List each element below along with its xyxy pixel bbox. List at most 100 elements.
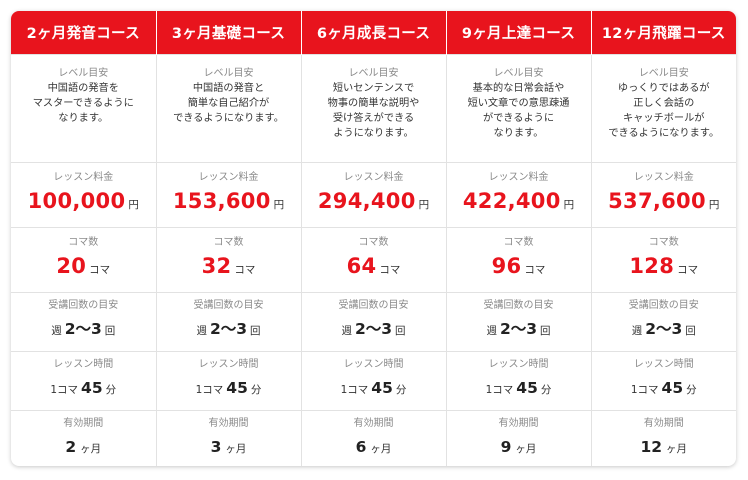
week-unit: 週: [196, 325, 207, 337]
frequency-value: 週 2〜3 回: [302, 315, 446, 345]
fee-label: レッスン料金: [343, 172, 404, 183]
validity-cell: 有効期間 2 ヶ月: [11, 410, 157, 466]
yen-unit: 円: [563, 199, 575, 211]
koma-cell: コマ数 64 コマ: [301, 227, 447, 293]
koma-unit: コマ: [524, 264, 546, 276]
level-description: ゆっくりではあるが 正しく会話の キャッチボールが できるようになります。: [608, 83, 720, 139]
koma-count: 32: [201, 254, 232, 278]
one-koma-unit: 1コマ: [340, 384, 369, 396]
koma-label: コマ数: [648, 237, 679, 248]
course-header-row: 2ヶ月発音コース 3ヶ月基礎コース 6ヶ月成長コース 9ヶ月上達コース 12ヶ月…: [11, 11, 736, 55]
validity-row: 有効期間 2 ヶ月 有効期間 3 ヶ月 有効期間 6 ヶ月 有効期間 9 ヶ月 有効期間: [11, 410, 737, 466]
validity-months: 6: [355, 438, 367, 456]
koma-count: 128: [629, 254, 675, 278]
lesson-time-cell: レッスン時間 1コマ 45 分: [11, 351, 157, 411]
lesson-minutes: 45: [516, 379, 538, 397]
koma-cell: コマ数 32 コマ: [156, 227, 302, 293]
koma-value: 96 コマ: [447, 252, 591, 284]
one-koma-unit: 1コマ: [50, 384, 79, 396]
course-header-2month: 2ヶ月発音コース: [11, 11, 157, 55]
yen-unit: 円: [273, 199, 285, 211]
fee-row: レッスン料金 100,000 円 レッスン料金 153,600 円 レッスン料金 2…: [11, 162, 737, 228]
fee-label: レッスン料金: [53, 172, 114, 183]
yen-unit: 円: [708, 199, 720, 211]
koma-value: 64 コマ: [302, 252, 446, 284]
frequency-row: 受講回数の目安 週 2〜3 回 受講回数の目安 週 2〜3 回 受講回数の目安 週 2〜3…: [11, 292, 736, 352]
fee-amount: 100,000: [27, 189, 126, 213]
koma-row: コマ数 20 コマ コマ数 32 コマ コマ数 64 コマ コマ数 96 コマ コマ数: [11, 227, 736, 293]
one-koma-unit: 1コマ: [485, 384, 514, 396]
frequency-cell: 受講回数の目安 週 2〜3 回: [591, 292, 736, 352]
fee-amount: 422,400: [462, 189, 561, 213]
lesson-time-cell: レッスン時間 1コマ 45 分: [591, 351, 736, 411]
months-unit: ヶ月: [370, 443, 392, 455]
level-row: レベル目安 中国語の発音を マスターできるように なります。 レベル目安 中国語…: [11, 54, 736, 163]
level-description: 短いセンテンスで 物事の簡単な説明や 受け答えができる ようになります。: [327, 83, 420, 139]
lesson-minutes: 45: [661, 379, 684, 397]
frequency-label: 受講回数の目安: [628, 300, 699, 311]
months-unit: ヶ月: [666, 443, 688, 455]
week-unit: 週: [631, 325, 643, 337]
frequency-min: 2: [209, 320, 221, 338]
frequency-min: 2: [64, 320, 76, 338]
week-unit: 週: [486, 325, 497, 337]
course-comparison-table-card: 2ヶ月発音コース 3ヶ月基礎コース 6ヶ月成長コース 9ヶ月上達コース 12ヶ月…: [11, 11, 736, 466]
validity-label: 有効期間: [498, 418, 539, 429]
fee-value: 537,600 円: [592, 187, 737, 219]
frequency-cell: 受講回数の目安 週 2〜3 回: [446, 292, 592, 352]
validity-cell: 有効期間 9 ヶ月: [446, 410, 592, 466]
lesson-time-label: レッスン時間: [633, 359, 694, 370]
koma-unit: コマ: [89, 264, 111, 276]
frequency-cell: 受講回数の目安 週 2〜3 回: [11, 292, 157, 352]
level-label: レベル目安: [493, 68, 544, 79]
validity-value: 12 ヶ月: [592, 433, 737, 463]
level-cell: レベル目安 中国語の発音と 簡単な自己紹介が できるようになります。: [156, 54, 302, 163]
koma-count: 20: [56, 254, 87, 278]
level-label: レベル目安: [348, 68, 399, 79]
lesson-time-label: レッスン時間: [53, 359, 114, 370]
fee-cell: レッスン料金 100,000 円: [11, 162, 157, 228]
course-header-3month: 3ヶ月基礎コース: [156, 11, 302, 55]
level-label: レベル目安: [638, 68, 689, 79]
koma-count: 96: [491, 254, 522, 278]
level-description: 基本的な日常会話や 短い文章での意思疎通 ができるように なります。: [467, 83, 570, 139]
validity-value: 6 ヶ月: [302, 433, 446, 463]
level-cell: レベル目安 ゆっくりではあるが 正しく会話の キャッチボールが できるようになり…: [591, 54, 736, 163]
level-label: レベル目安: [58, 68, 109, 79]
lesson-minutes: 45: [226, 379, 248, 397]
frequency-max: 3: [526, 320, 538, 338]
week-unit: 週: [51, 325, 62, 337]
fee-label: レッスン料金: [633, 172, 694, 183]
frequency-range: 2〜3: [65, 320, 102, 338]
lesson-time-label: レッスン時間: [343, 359, 404, 370]
koma-cell: コマ数 128 コマ: [591, 227, 736, 293]
validity-label: 有効期間: [353, 418, 394, 429]
level-cell: レベル目安 中国語の発音を マスターできるように なります。: [11, 54, 157, 163]
validity-months: 2: [65, 438, 77, 456]
frequency-min: 2: [354, 320, 366, 338]
fee-cell: レッスン料金 422,400 円: [446, 162, 592, 228]
fee-amount: 153,600: [172, 189, 271, 213]
koma-cell: コマ数 96 コマ: [446, 227, 592, 293]
one-koma-unit: 1コマ: [195, 384, 224, 396]
frequency-range: 2〜3: [355, 320, 392, 338]
range-tilde: 〜: [655, 320, 672, 338]
times-unit: 回: [104, 325, 116, 337]
level-description: 中国語の発音と 簡単な自己紹介が できるようになります。: [173, 83, 284, 124]
koma-label: コマ数: [213, 237, 244, 248]
frequency-min: 2: [645, 320, 656, 338]
course-header-9month: 9ヶ月上達コース: [446, 11, 592, 55]
months-unit: ヶ月: [80, 443, 102, 455]
lesson-minutes: 45: [81, 379, 103, 397]
fee-value: 294,400 円: [302, 187, 446, 219]
course-header-12month: 12ヶ月飛躍コース: [591, 11, 736, 55]
frequency-value: 週 2〜3 回: [11, 315, 156, 345]
range-tilde: 〜: [220, 320, 237, 338]
koma-label: コマ数: [68, 237, 99, 248]
times-unit: 回: [540, 325, 551, 337]
validity-value: 9 ヶ月: [447, 433, 591, 463]
frequency-value: 週 2〜3 回: [157, 315, 301, 345]
frequency-min: 2: [499, 320, 511, 338]
validity-label: 有効期間: [63, 418, 104, 429]
validity-label: 有効期間: [643, 418, 684, 429]
